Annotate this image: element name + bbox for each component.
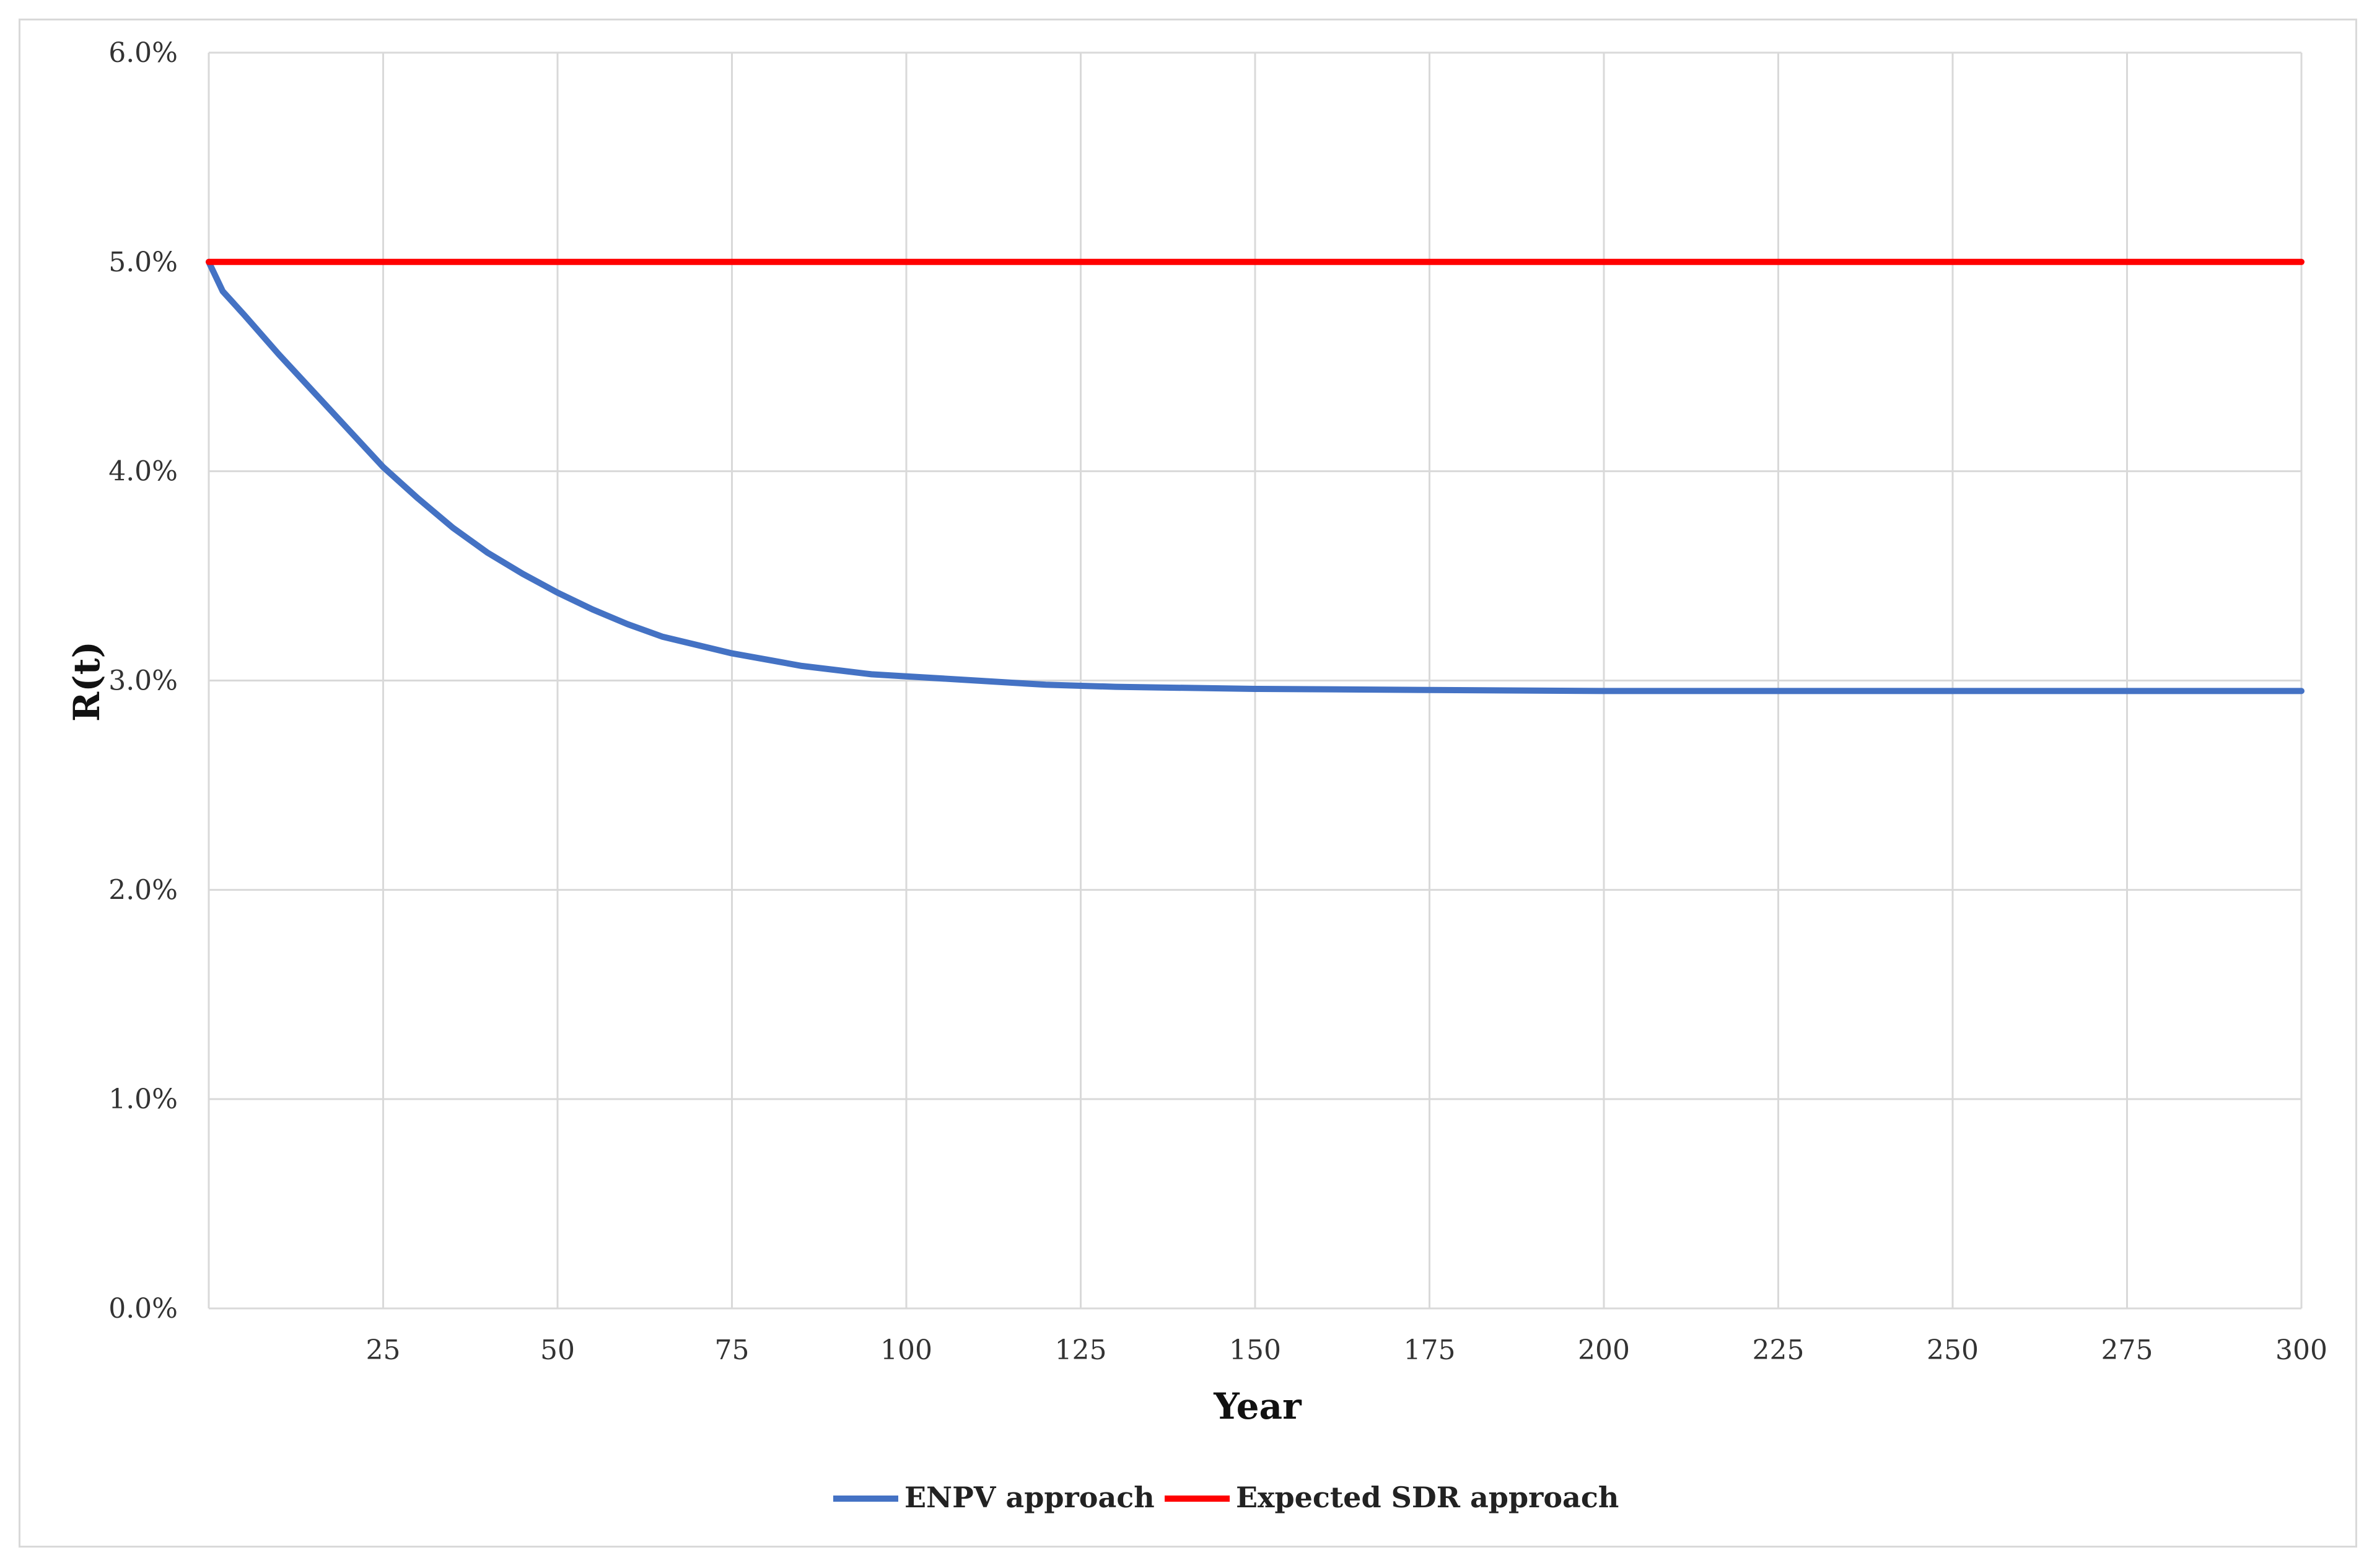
x-tick-label: 25 <box>366 1334 401 1366</box>
x-tick-label: 125 <box>1055 1334 1107 1366</box>
x-tick-label: 300 <box>2275 1334 2327 1366</box>
y-axis-title: R(t) <box>66 641 108 722</box>
x-axis-title: Year <box>1213 1385 1302 1427</box>
y-tick-label: 0.0% <box>108 1293 178 1325</box>
x-tick-label: 225 <box>1753 1334 1805 1366</box>
legend-label-expected-sdr: Expected SDR approach <box>1236 1481 1619 1514</box>
y-tick-label: 1.0% <box>108 1084 178 1115</box>
x-tick-labels: 25 50 75 100 125 150 175 200 225 250 275 300 <box>366 1334 2327 1366</box>
y-tick-label: 2.0% <box>108 874 178 906</box>
y-tick-label: 3.0% <box>108 665 178 697</box>
chart-frame <box>19 19 2357 1548</box>
x-tick-label: 175 <box>1404 1334 1456 1366</box>
gridlines <box>208 51 2303 1310</box>
series-lines <box>206 258 2305 694</box>
x-tick-label: 275 <box>2101 1334 2153 1366</box>
y-tick-labels: 0.0% 1.0% 2.0% 3.0% 4.0% 5.0% 6.0% <box>108 37 178 1325</box>
y-tick-label: 5.0% <box>108 247 178 278</box>
y-tick-label: 6.0% <box>108 37 178 69</box>
legend: ENPV approach Expected SDR approach <box>833 1481 1619 1514</box>
x-tick-label: 75 <box>715 1334 750 1366</box>
x-tick-label: 100 <box>880 1334 932 1366</box>
x-tick-label: 150 <box>1229 1334 1281 1366</box>
y-tick-label: 4.0% <box>108 456 178 488</box>
x-tick-label: 250 <box>1927 1334 1979 1366</box>
x-tick-label: 50 <box>540 1334 575 1366</box>
series-line-enpv <box>206 258 2305 694</box>
x-tick-label: 200 <box>1578 1334 1630 1366</box>
legend-label-enpv: ENPV approach <box>904 1481 1155 1514</box>
